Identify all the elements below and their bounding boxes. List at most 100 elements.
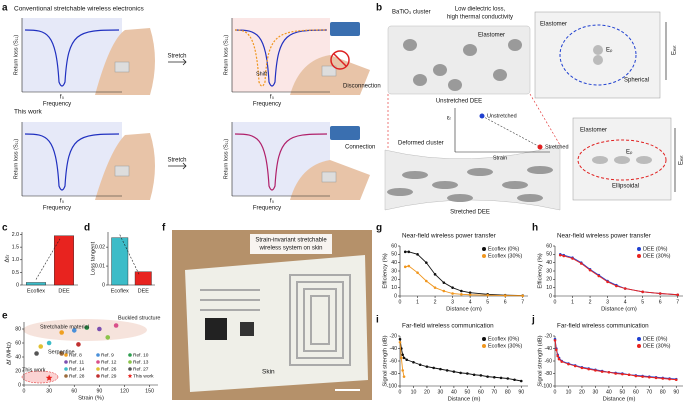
label: Frequency — [253, 206, 281, 212]
device — [114, 61, 130, 73]
label: Conventional stretchable wireless electr… — [14, 6, 144, 13]
cluster — [432, 181, 458, 189]
point — [580, 366, 584, 370]
y-tick-label: 0 — [549, 293, 552, 299]
cluster — [493, 69, 507, 81]
x-tick-label: 0 — [554, 299, 557, 305]
y-tick-label: -100 — [542, 383, 552, 389]
x-axis-label: Distance (cm) — [601, 307, 637, 313]
trend — [481, 115, 541, 148]
legend-marker — [637, 247, 641, 251]
y-tick-label: 10 — [546, 285, 552, 291]
point — [641, 375, 644, 378]
point — [558, 253, 562, 257]
x-tick-label: 60 — [478, 389, 484, 395]
x-tick-label: 120 — [120, 388, 129, 394]
x-tick-label: 80 — [505, 389, 511, 395]
x-tick-label: 50 — [619, 389, 625, 395]
response-curve — [234, 29, 328, 87]
device — [321, 65, 337, 77]
legend-label: Ecoflex (0%) — [488, 336, 519, 342]
x-axis-label: Distance (m) — [603, 397, 636, 403]
legend-marker — [64, 374, 68, 378]
point — [425, 365, 429, 368]
y-tick-label: -20 — [390, 333, 398, 339]
x-tick-label: 60 — [633, 389, 639, 395]
point — [499, 376, 503, 380]
point — [627, 373, 631, 377]
x-tick-label: 5 — [641, 299, 644, 305]
annotation: This work — [22, 367, 46, 373]
x-tick-label: 30 — [46, 388, 52, 394]
legend-label: Ecoflex (0%) — [488, 246, 519, 252]
label: wireless system on skin — [258, 246, 322, 252]
phone — [330, 22, 360, 36]
particle — [614, 156, 630, 164]
caption-box — [250, 234, 332, 254]
trend-arrow — [35, 238, 61, 280]
x-tick-label: 30 — [593, 389, 599, 395]
state-dot — [479, 113, 485, 119]
particle — [593, 55, 603, 65]
coil — [289, 274, 351, 366]
cluster — [527, 166, 553, 174]
point — [556, 354, 559, 358]
y-tick-label: 0 — [18, 382, 21, 388]
point — [567, 362, 570, 366]
series-line — [560, 254, 678, 296]
point — [486, 293, 489, 297]
x-tick-label: 80 — [660, 389, 666, 395]
x-axis-label: Strain (%) — [78, 396, 104, 402]
y-tick-label: 1.0 — [12, 257, 19, 263]
device — [114, 165, 130, 177]
y-tick-label: 60 — [15, 340, 21, 346]
label: Frequency — [253, 102, 281, 108]
cluster — [447, 194, 473, 202]
series-line — [554, 340, 677, 381]
point — [460, 293, 463, 296]
y-tick-label: 40 — [546, 260, 552, 266]
cluster — [402, 171, 428, 179]
point — [113, 323, 119, 328]
y-tick-label: 0.5 — [12, 270, 19, 276]
x-tick-label: 2 — [589, 299, 592, 305]
x-tick-label: 1 — [571, 299, 574, 305]
point — [412, 360, 415, 364]
panel-label: e — [2, 311, 8, 322]
legend-marker — [637, 344, 641, 348]
point — [614, 372, 617, 375]
x-tick-label: 4 — [469, 299, 472, 305]
legend-label: Ref. 29 — [101, 373, 117, 379]
point — [416, 271, 419, 274]
chart-title: Far-field wireless communication — [557, 323, 649, 330]
label: Stretch — [167, 158, 186, 164]
point — [615, 284, 618, 288]
point — [416, 253, 419, 256]
y-tick-label: -100 — [387, 383, 397, 389]
bar — [111, 237, 129, 286]
point — [468, 291, 472, 294]
panel-label: i — [376, 315, 379, 326]
legend-label: Ecoflex (30%) — [488, 253, 522, 259]
series-line — [399, 342, 405, 377]
label: high thermal conductivity — [447, 15, 513, 21]
point — [459, 371, 462, 375]
particle — [636, 156, 652, 164]
x-tick-label: DEE — [58, 288, 70, 294]
point — [634, 374, 638, 378]
label: f₀ — [270, 95, 275, 101]
particle — [593, 45, 603, 55]
point — [661, 377, 665, 380]
y-tick-label: 1.5 — [12, 245, 19, 251]
point — [479, 374, 483, 377]
label: Unstretched — [487, 113, 517, 119]
point — [59, 351, 64, 356]
legend-label: DEE (0%) — [643, 246, 668, 252]
antenna — [200, 289, 260, 311]
legend-label: DEE (0%) — [643, 336, 668, 342]
y-tick-label: -40 — [390, 346, 398, 352]
legend-marker — [637, 337, 641, 341]
x-tick-label: 6 — [504, 299, 507, 305]
point — [587, 367, 590, 371]
point — [105, 335, 111, 340]
